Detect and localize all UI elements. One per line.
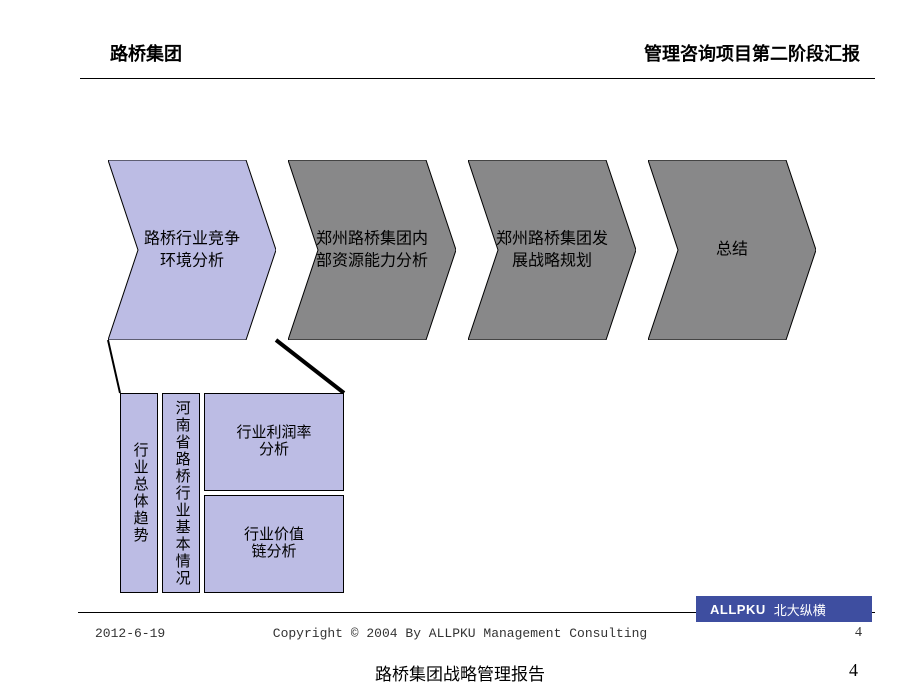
inner-page-number: 4	[855, 625, 862, 641]
brand-cn: 北大纵横	[774, 600, 826, 619]
sub-box-3: 行业价值 链分析	[204, 495, 344, 593]
process-arrow-0: 路桥行业竞争 环境分析	[108, 160, 276, 340]
header-rule	[80, 78, 875, 79]
slide-page: 路桥集团 管理咨询项目第二阶段汇报 路桥行业竞争 环境分析 郑州路桥集团内 部资源…	[0, 0, 920, 690]
process-arrow-label-2: 郑州路桥集团发 展战略规划	[487, 228, 617, 271]
footer-title: 路桥集团战略管理报告	[0, 660, 920, 685]
brand-box: ALLPKU 北大纵横	[696, 596, 872, 622]
process-arrow-2: 郑州路桥集团发 展战略规划	[468, 160, 636, 340]
footer-page-number: 4	[849, 660, 858, 681]
process-arrow-label-0: 路桥行业竞争 环境分析	[127, 228, 257, 271]
header-right: 管理咨询项目第二阶段汇报	[644, 40, 860, 66]
copyright-text: Copyright © 2004 By ALLPKU Management Co…	[0, 626, 920, 641]
sub-box-1: 河南省路桥行业基本情况	[162, 393, 200, 593]
process-arrow-label-3: 总结	[667, 239, 797, 261]
process-arrow-1: 郑州路桥集团内 部资源能力分析	[288, 160, 456, 340]
header: 路桥集团 管理咨询项目第二阶段汇报	[110, 40, 860, 66]
sub-box-2: 行业利润率 分析	[204, 393, 344, 491]
brand-allpku: ALLPKU	[710, 602, 766, 617]
sub-box-0: 行业总体趋势	[120, 393, 158, 593]
process-arrow-3: 总结	[648, 160, 816, 340]
header-left: 路桥集团	[110, 44, 182, 64]
process-arrow-label-1: 郑州路桥集团内 部资源能力分析	[307, 228, 437, 271]
